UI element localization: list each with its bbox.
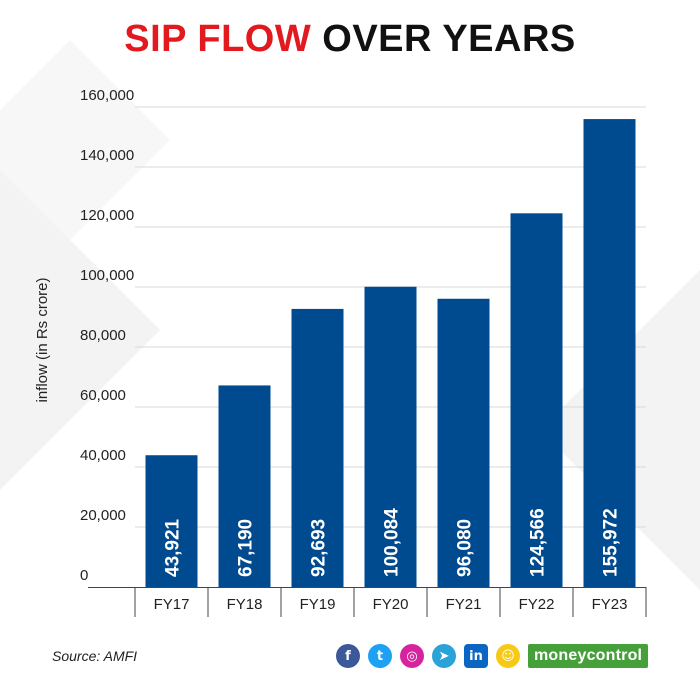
bar-chart: 0 20,000 40,000 60,000 80,000 100,000 120,000 1… [34,87,647,617]
x-tick-label: FY22 [519,596,555,613]
bar-fy21 [437,298,490,587]
instagram-icon[interactable]: ◎ [400,644,424,668]
bar-fy20 [364,286,417,587]
bar-fy22 [510,213,563,587]
x-tick-label: FY23 [592,596,628,613]
y-tick-label: 120,000 [80,207,134,224]
y-axis-label: inflow (in Rs crore) [34,277,51,402]
title-accent-text: SIP FLOW [124,18,312,60]
y-axis-ticks: 0 20,000 40,000 60,000 80,000 100,000 120,000 1… [80,87,134,584]
x-axis: FY17 FY18 FY19 FY20 FY21 FY22 FY23 [88,587,647,617]
y-tick-label: 80,000 [80,327,126,344]
source-note: Source: AMFI [52,648,138,664]
bars: 43,921 67,190 92,693 100,084 96,080 124,566 15… [145,119,636,588]
x-tick-label: FY20 [373,596,409,613]
y-tick-label: 160,000 [80,87,134,104]
bar-fy19 [291,308,344,587]
y-tick-label: 60,000 [80,387,126,404]
y-tick-label: 140,000 [80,147,134,164]
bar-value-label: 43,921 [163,518,184,577]
snapchat-icon[interactable]: ☺ [496,644,520,668]
bar-fy17 [145,455,198,587]
y-tick-label: 100,000 [80,267,134,284]
facebook-icon[interactable]: f [336,644,360,668]
footer-social-bar: f t ◎ ➤ in ☺ moneycontrol [336,642,649,670]
y-tick-label: 0 [80,567,88,584]
x-tick-label: FY19 [300,596,336,613]
linkedin-icon[interactable]: in [464,644,488,668]
chart-title: SIP FLOW OVER YEARS [0,18,700,61]
bar-fy18 [218,385,271,587]
x-tick-label: FY17 [154,596,190,613]
telegram-icon[interactable]: ➤ [432,644,456,668]
twitter-icon[interactable]: t [368,644,392,668]
bar-value-label: 92,693 [309,519,330,577]
bar-value-label: 155,972 [601,508,622,577]
title-main-text: OVER YEARS [322,18,576,60]
moneycontrol-logo[interactable]: moneycontrol [528,644,649,668]
bar-value-label: 67,190 [236,519,257,577]
y-tick-label: 40,000 [80,447,126,464]
y-tick-label: 20,000 [80,507,126,524]
x-tick-label: FY21 [446,596,482,613]
bar-value-label: 96,080 [455,519,476,577]
bar-value-label: 124,566 [528,508,549,577]
bar-fy23 [583,119,636,588]
bar-value-label: 100,084 [382,508,403,577]
x-tick-label: FY18 [227,596,263,613]
